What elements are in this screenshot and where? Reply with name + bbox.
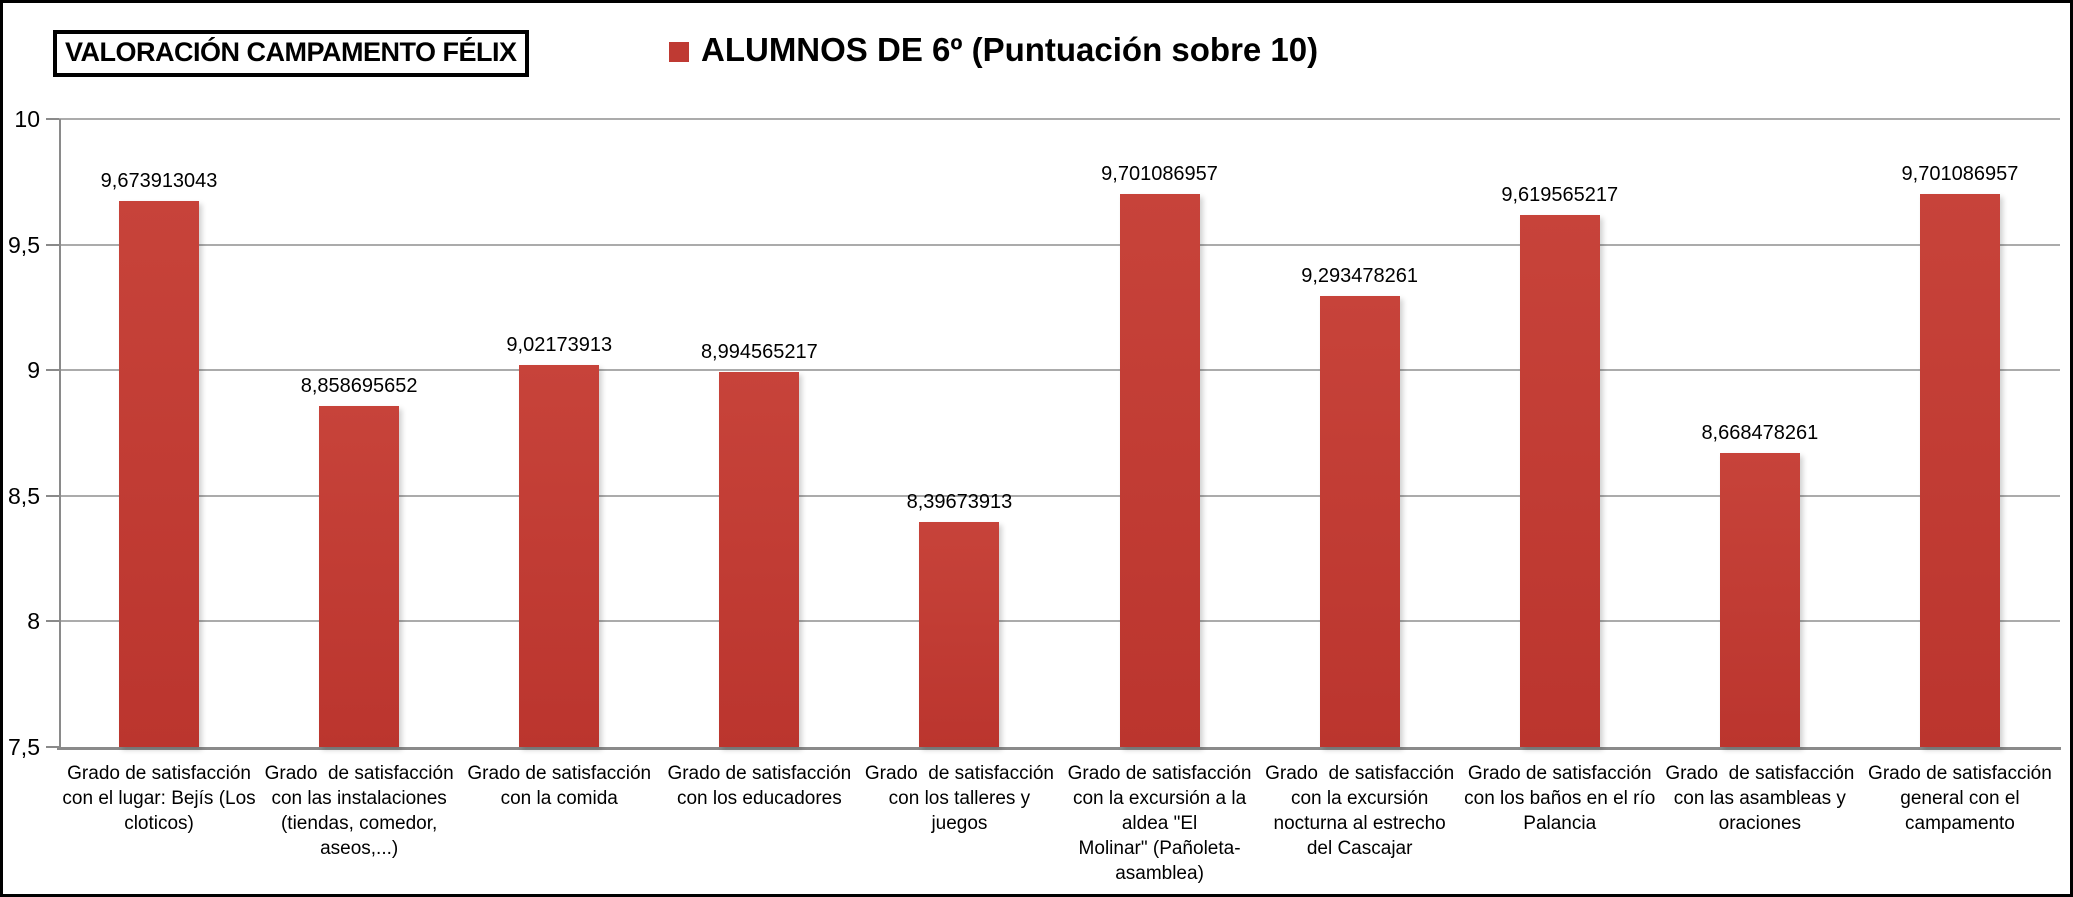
category-label: Grado de satisfacción con las asambleas … bbox=[1665, 763, 1855, 834]
y-axis-tick-label: 9,5 bbox=[8, 231, 40, 258]
gridline bbox=[59, 369, 2060, 372]
category-label: Grado de satisfacción con la comida bbox=[467, 763, 652, 809]
bar-value-label: 8,858695652 bbox=[300, 374, 418, 397]
bar bbox=[319, 405, 400, 747]
y-axis-tick-label: 8,5 bbox=[8, 482, 40, 509]
x-axis-line bbox=[57, 747, 2061, 750]
gridline bbox=[59, 118, 2060, 120]
bar bbox=[519, 364, 600, 747]
y-axis-tick-label: 8 bbox=[27, 608, 40, 635]
y-axis-line bbox=[59, 119, 61, 750]
y-axis-tick bbox=[46, 369, 59, 372]
bar-value-label: 8,668478261 bbox=[1701, 422, 1819, 445]
y-axis-tick-label: 9 bbox=[27, 357, 40, 384]
y-axis-tick bbox=[46, 620, 59, 623]
y-axis-tick-label: 7,5 bbox=[8, 734, 40, 760]
bar bbox=[1519, 214, 1600, 747]
bar bbox=[1919, 194, 2000, 747]
bar-value-label: 9,619565217 bbox=[1501, 183, 1619, 206]
bar bbox=[719, 371, 800, 747]
gridline bbox=[59, 494, 2060, 497]
y-axis-tick-label: 10 bbox=[14, 106, 40, 132]
chart-title-box: VALORACIÓN CAMPAMENTO FÉLIX bbox=[53, 30, 529, 77]
bar-value-label: 9,701086957 bbox=[1901, 163, 2019, 186]
category-label: Grado de satisfacción con la excursión a… bbox=[1067, 763, 1252, 884]
bar-value-label: 9,673913043 bbox=[100, 169, 218, 192]
category-label: Grado de satisfacción con la excursión n… bbox=[1265, 763, 1455, 859]
bar-value-label: 9,293478261 bbox=[1301, 265, 1419, 288]
category-label: Grado de satisfacción con los educadores bbox=[667, 763, 852, 809]
bar-value-label: 9,02173913 bbox=[506, 333, 613, 356]
category-label: Grado de satisfacción con el lugar: Bejí… bbox=[62, 763, 256, 834]
gridline bbox=[59, 620, 2060, 623]
bar bbox=[1319, 296, 1400, 747]
category-label: Grado de satisfacción con las instalacio… bbox=[264, 763, 454, 859]
category-label: Grado de satisfacción general con el cam… bbox=[1868, 763, 2052, 834]
legend: ALUMNOS DE 6º (Puntuación sobre 10) bbox=[669, 27, 1318, 73]
bar bbox=[919, 521, 1000, 747]
category-label: Grado de satisfacción con los baños en e… bbox=[1464, 763, 1656, 834]
y-axis-tick bbox=[46, 118, 59, 120]
y-axis-tick bbox=[46, 746, 59, 748]
chart-title: VALORACIÓN CAMPAMENTO FÉLIX bbox=[65, 37, 517, 67]
legend-label: ALUMNOS DE 6º (Puntuación sobre 10) bbox=[701, 31, 1319, 68]
category-label: Grado de satisfacción con los talleres y… bbox=[864, 763, 1054, 834]
bar-value-label: 8,994565217 bbox=[700, 340, 818, 363]
y-axis-tick bbox=[46, 243, 59, 246]
gridline bbox=[59, 243, 2060, 246]
bar bbox=[119, 200, 200, 747]
legend-marker-icon bbox=[669, 42, 689, 62]
bar-value-label: 8,39673913 bbox=[906, 490, 1013, 513]
bar bbox=[1719, 453, 1800, 747]
bar bbox=[1119, 194, 1200, 747]
bar-value-label: 9,701086957 bbox=[1101, 163, 1218, 186]
y-axis-tick bbox=[46, 494, 59, 497]
